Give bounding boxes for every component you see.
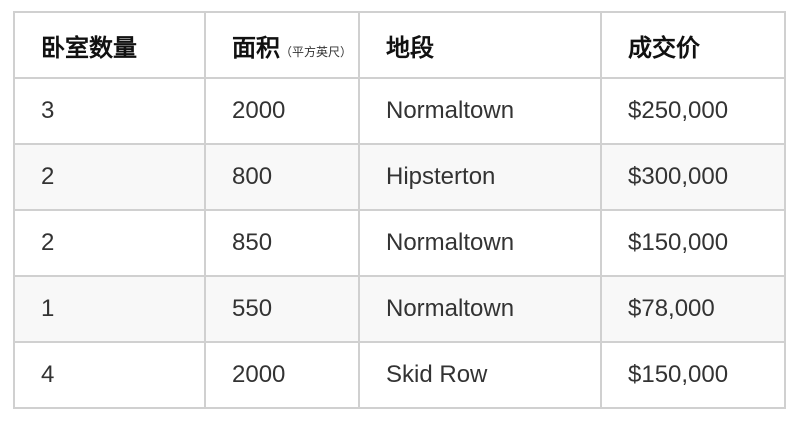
header-area: 面积（平方英尺） [204,11,360,79]
cell-price: $150,000 [600,209,786,277]
cell-bedrooms: 2 [13,209,206,277]
header-neighborhood: 地段 [358,11,602,79]
header-label: 地段 [386,34,434,62]
cell-bedrooms: 4 [13,341,206,409]
table-row: 3 2000 Normaltown $250,000 [13,77,786,145]
cell-area: 850 [204,209,360,277]
header-unit: （平方英尺） [280,44,353,59]
header-label: 成交价 [628,34,700,62]
table-row: 2 850 Normaltown $150,000 [13,209,786,277]
header-label: 面积 [232,34,280,62]
cell-area: 2000 [204,77,360,145]
cell-price: $300,000 [600,143,786,211]
cell-bedrooms: 3 [13,77,206,145]
table-row: 1 550 Normaltown $78,000 [13,275,786,343]
cell-neighborhood: Hipsterton [358,143,602,211]
cell-price: $250,000 [600,77,786,145]
cell-neighborhood: Normaltown [358,209,602,277]
cell-neighborhood: Normaltown [358,275,602,343]
table-row: 4 2000 Skid Row $150,000 [13,341,786,409]
housing-table: 卧室数量 面积（平方英尺） 地段 成交价 3 2000 Normaltown $250… [13,11,786,409]
cell-area: 2000 [204,341,360,409]
header-row: 卧室数量 面积（平方英尺） 地段 成交价 [13,11,786,79]
cell-bedrooms: 2 [13,143,206,211]
cell-neighborhood: Normaltown [358,77,602,145]
cell-price: $78,000 [600,275,786,343]
cell-area: 800 [204,143,360,211]
header-price: 成交价 [600,11,786,79]
header-label: 卧室数量 [41,34,137,62]
cell-area: 550 [204,275,360,343]
cell-neighborhood: Skid Row [358,341,602,409]
header-bedrooms: 卧室数量 [13,11,206,79]
table-row: 2 800 Hipsterton $300,000 [13,143,786,211]
cell-price: $150,000 [600,341,786,409]
cell-bedrooms: 1 [13,275,206,343]
